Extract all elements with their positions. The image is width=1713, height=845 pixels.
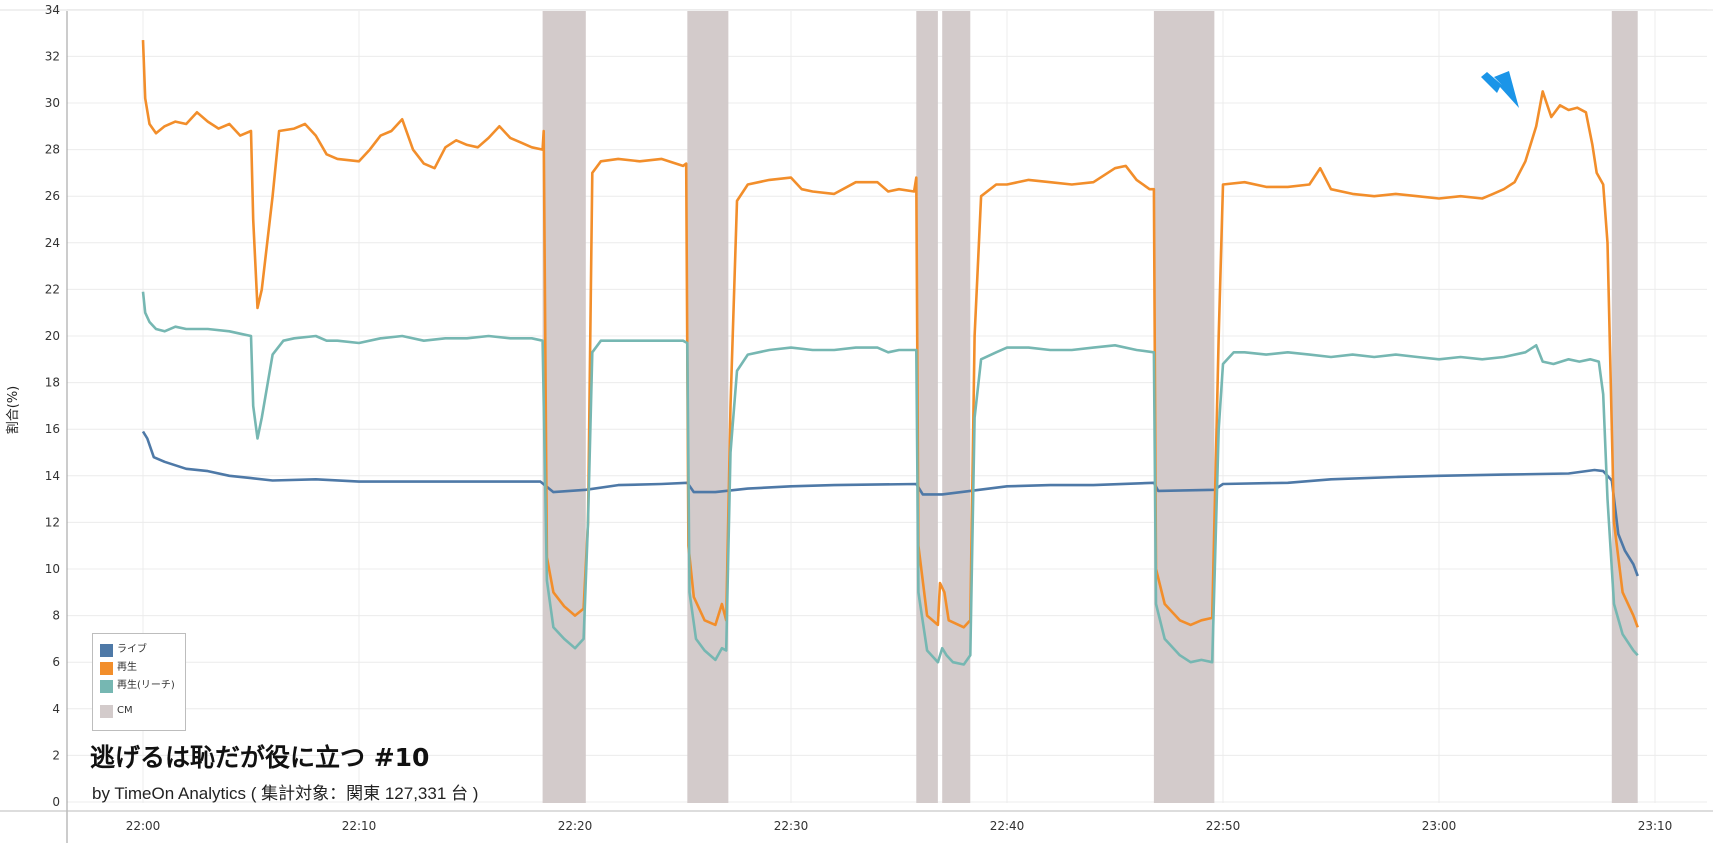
x-tick-label: 23:10 [1638,819,1673,833]
legend-item-playback: 再生 [100,661,137,675]
x-tick-labels: 22:00 22:10 22:20 22:30 22:40 22:50 23:00 23:10 [126,819,1673,833]
cm-band [687,11,729,803]
y-tick-label: 12 [45,515,60,529]
legend-label-playback-reach: 再生(リーチ) [117,680,175,691]
y-tick-label: 20 [45,329,60,343]
x-tick-label: 22:20 [558,819,593,833]
legend-item-live: ライブ [100,643,147,657]
legend: ライブ 再生 再生(リーチ) CM [92,633,186,731]
chart-title: 逃げるは恥だが役に立つ #10 [90,743,430,772]
legend-swatch-playback [100,661,113,675]
y-tick-label: 10 [45,562,60,576]
y-tick-label: 6 [52,655,60,669]
legend-swatch-playback-reach [100,679,113,693]
y-tick-label: 2 [52,748,60,762]
y-tick-label: 0 [52,795,60,809]
annotation-arrow-icon [1481,71,1519,108]
cm-bands [542,11,1638,803]
y-tick-label: 4 [52,702,60,716]
legend-item-cm: CM [100,704,133,718]
y-tick-label: 28 [45,143,60,157]
legend-label-playback: 再生 [117,662,137,673]
x-gridlines [142,11,1656,803]
legend-label-live: ライブ [117,644,147,655]
y-tick-label: 16 [45,422,60,436]
y-tick-label: 8 [52,609,60,623]
legend-swatch-live [100,643,113,657]
series-line-1 [141,40,1639,629]
legend-swatch-cm [100,704,113,718]
y-tick-label: 30 [45,96,60,110]
x-tick-label: 22:10 [342,819,377,833]
cm-band [542,11,586,803]
legend-label-cm: CM [117,705,133,716]
y-tick-label: 32 [45,49,60,63]
legend-item-playback-reach: 再生(リーチ) [100,679,175,693]
series-line-0 [141,430,1639,577]
cm-band [942,11,971,803]
y-axis-label: 割合(%) [5,386,21,435]
series-line-2 [141,291,1639,666]
y-tick-label: 24 [45,236,60,250]
y-tick-label: 18 [45,376,60,390]
series-lines [141,40,1639,666]
y-tick-label: 22 [45,282,60,296]
y-gridlines [67,9,1707,803]
cm-band [1611,11,1638,803]
x-tick-label: 22:00 [126,819,161,833]
chart-subtitle: by TimeOn Analytics ( 集計対象：関東 127,331 台 … [92,784,479,803]
x-tick-label: 22:40 [990,819,1025,833]
x-tick-label: 23:00 [1422,819,1457,833]
y-tick-label: 34 [45,3,60,17]
y-tick-label: 26 [45,189,60,203]
axes [0,9,1713,843]
cm-band [1153,11,1215,803]
x-tick-label: 22:50 [1206,819,1241,833]
y-tick-label: 14 [45,469,60,483]
x-tick-label: 22:30 [774,819,809,833]
cm-band [916,11,938,803]
